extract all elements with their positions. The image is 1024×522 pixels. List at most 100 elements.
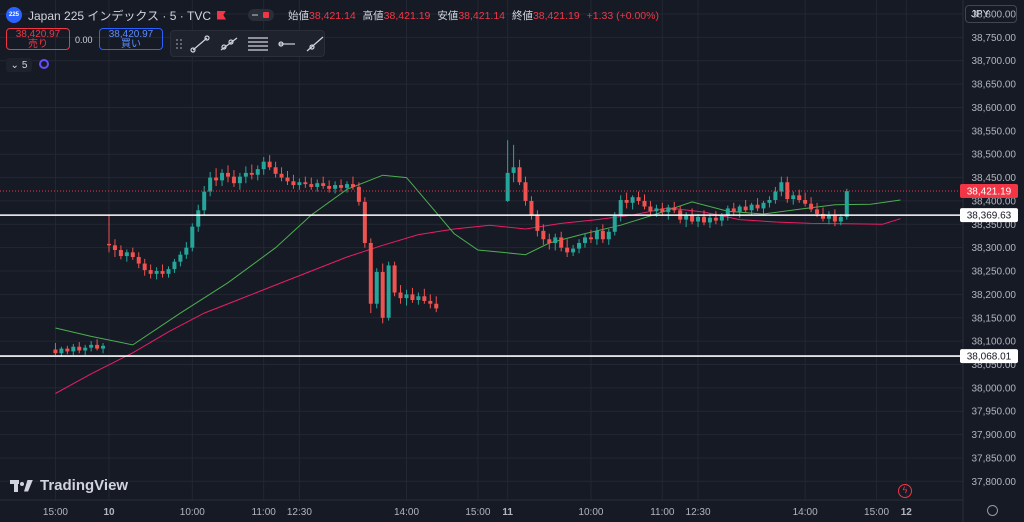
candle-body[interactable] — [118, 250, 123, 257]
candle-body[interactable] — [345, 184, 349, 188]
candle-body[interactable] — [666, 207, 671, 213]
candle-body[interactable] — [136, 257, 141, 264]
candle-body[interactable] — [737, 206, 742, 213]
currency-selector[interactable]: JPY — [965, 5, 1017, 23]
candle-body[interactable] — [231, 176, 236, 184]
symbol-title[interactable]: Japan 225 インデックス · 5 · TVC — [28, 8, 212, 23]
candle-body[interactable] — [285, 177, 290, 182]
candle-body[interactable] — [59, 348, 64, 354]
candle-body[interactable] — [83, 347, 88, 351]
candle-body[interactable] — [773, 191, 778, 200]
candle-body[interactable] — [755, 204, 760, 209]
candle-body[interactable] — [392, 265, 397, 293]
horizontal-ray-icon[interactable] — [278, 41, 295, 47]
interval-button[interactable]: ⌄ 5 — [6, 58, 32, 72]
candle-body[interactable] — [196, 210, 201, 227]
candle-body[interactable] — [71, 346, 76, 352]
candle-body[interactable] — [559, 237, 564, 248]
candle-body[interactable] — [803, 200, 808, 204]
candle-body[interactable] — [398, 292, 403, 299]
candle-body[interactable] — [350, 184, 355, 187]
candle-body[interactable] — [731, 208, 736, 213]
candle-body[interactable] — [600, 230, 605, 240]
candle-body[interactable] — [214, 177, 219, 181]
candle-body[interactable] — [642, 200, 647, 207]
candle-body[interactable] — [809, 203, 814, 210]
candle-body[interactable] — [660, 208, 665, 213]
indicator-settings-icon[interactable] — [39, 59, 49, 69]
candle-body[interactable] — [606, 231, 611, 240]
candle-body[interactable] — [130, 252, 135, 258]
candle-body[interactable] — [511, 167, 516, 173]
candle-body[interactable] — [315, 183, 320, 187]
candle-body[interactable] — [166, 269, 171, 274]
visibility-toggle-icon[interactable] — [248, 9, 275, 21]
candle-body[interactable] — [707, 217, 712, 223]
candle-body[interactable] — [101, 345, 106, 349]
candle-body[interactable] — [95, 344, 100, 349]
candle-body[interactable] — [386, 265, 391, 318]
candle-body[interactable] — [624, 200, 629, 203]
candle-body[interactable] — [696, 216, 701, 222]
candle-body[interactable] — [124, 252, 129, 257]
candle-body[interactable] — [672, 207, 677, 211]
candle-body[interactable] — [434, 303, 439, 309]
candle-body[interactable] — [77, 346, 82, 351]
candle-body[interactable] — [321, 183, 326, 186]
candle-body[interactable] — [797, 195, 802, 200]
gear-icon[interactable] — [987, 505, 998, 516]
ray-icon[interactable] — [220, 37, 238, 51]
candle-body[interactable] — [184, 247, 189, 255]
candle-body[interactable] — [261, 161, 266, 170]
candle-body[interactable] — [89, 344, 94, 348]
candle-body[interactable] — [654, 208, 659, 212]
candle-body[interactable] — [190, 226, 195, 248]
flag-icon[interactable] — [217, 10, 227, 20]
candle-body[interactable] — [208, 177, 213, 192]
candle-body[interactable] — [380, 271, 385, 318]
candle-body[interactable] — [541, 230, 546, 240]
candle-body[interactable] — [612, 215, 617, 232]
candle-body[interactable] — [832, 214, 837, 222]
candle-body[interactable] — [844, 191, 849, 217]
candle-body[interactable] — [356, 186, 361, 202]
candle-body[interactable] — [713, 217, 718, 221]
candle-body[interactable] — [565, 247, 570, 253]
candle-body[interactable] — [249, 172, 254, 175]
candle-body[interactable] — [577, 242, 582, 249]
candle-body[interactable] — [779, 182, 784, 192]
candle-body[interactable] — [267, 161, 272, 168]
candle-body[interactable] — [553, 237, 558, 243]
candle-body[interactable] — [743, 206, 748, 211]
extended-line-icon[interactable] — [306, 36, 324, 52]
price-axis[interactable] — [963, 0, 1024, 522]
trend-line-icon[interactable] — [190, 35, 210, 53]
candle-body[interactable] — [374, 271, 379, 304]
candle-body[interactable] — [767, 200, 772, 203]
candle-body[interactable] — [154, 271, 159, 274]
candle-body[interactable] — [571, 248, 576, 253]
candle-body[interactable] — [410, 294, 415, 300]
candle-body[interactable] — [297, 182, 302, 186]
candle-body[interactable] — [684, 214, 689, 220]
candle-body[interactable] — [303, 182, 308, 185]
candle-body[interactable] — [160, 271, 165, 274]
time-axis[interactable] — [0, 500, 963, 522]
candle-body[interactable] — [237, 176, 242, 184]
candle-body[interactable] — [725, 208, 730, 216]
candle-body[interactable] — [618, 200, 623, 216]
candle-body[interactable] — [529, 200, 534, 215]
candle-body[interactable] — [636, 197, 641, 201]
candle-body[interactable] — [690, 214, 695, 222]
symbol-header[interactable]: 225 Japan 225 インデックス · 5 · TVC 始値38,421.… — [6, 6, 659, 24]
candle-body[interactable] — [368, 242, 373, 304]
candle-body[interactable] — [416, 296, 421, 300]
candle-body[interactable] — [785, 182, 790, 200]
candle-body[interactable] — [291, 181, 296, 186]
candle-body[interactable] — [333, 185, 338, 189]
candle-body[interactable] — [838, 216, 843, 222]
candle-body[interactable] — [630, 197, 635, 203]
candle-body[interactable] — [523, 182, 528, 201]
candle-body[interactable] — [648, 206, 653, 212]
